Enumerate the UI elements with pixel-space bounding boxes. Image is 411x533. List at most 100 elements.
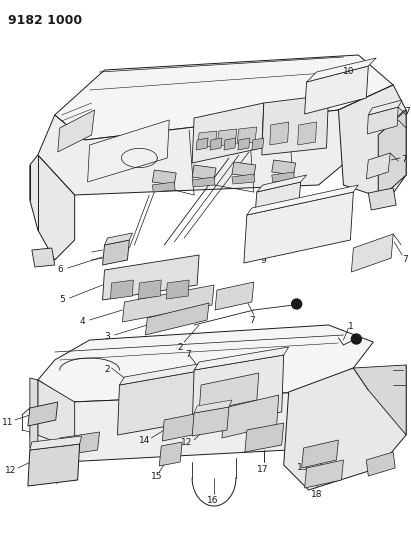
Polygon shape bbox=[194, 400, 232, 413]
Polygon shape bbox=[244, 192, 353, 263]
Polygon shape bbox=[102, 255, 199, 300]
Text: 7: 7 bbox=[404, 107, 410, 116]
Text: 12: 12 bbox=[181, 438, 192, 447]
Polygon shape bbox=[58, 110, 95, 152]
Polygon shape bbox=[338, 85, 406, 200]
Text: 3: 3 bbox=[104, 332, 110, 341]
Polygon shape bbox=[284, 365, 406, 490]
Text: 2: 2 bbox=[177, 343, 183, 352]
Circle shape bbox=[351, 334, 361, 344]
Polygon shape bbox=[166, 280, 189, 299]
Polygon shape bbox=[58, 432, 99, 456]
Polygon shape bbox=[257, 175, 307, 192]
Polygon shape bbox=[38, 380, 75, 450]
Polygon shape bbox=[28, 444, 80, 486]
Polygon shape bbox=[145, 303, 209, 335]
Polygon shape bbox=[270, 122, 289, 145]
Polygon shape bbox=[122, 285, 214, 322]
Polygon shape bbox=[262, 95, 328, 155]
Polygon shape bbox=[38, 325, 373, 402]
Polygon shape bbox=[30, 368, 353, 462]
Polygon shape bbox=[139, 280, 161, 299]
Polygon shape bbox=[367, 107, 398, 134]
Text: 2: 2 bbox=[104, 365, 110, 374]
Polygon shape bbox=[255, 182, 300, 218]
Polygon shape bbox=[272, 172, 295, 182]
Polygon shape bbox=[305, 66, 368, 114]
Polygon shape bbox=[217, 129, 237, 146]
Polygon shape bbox=[120, 362, 209, 385]
Text: 6: 6 bbox=[58, 265, 63, 274]
Text: 15: 15 bbox=[151, 472, 163, 481]
Polygon shape bbox=[272, 160, 296, 175]
Polygon shape bbox=[368, 100, 402, 115]
Polygon shape bbox=[351, 234, 393, 272]
Polygon shape bbox=[30, 436, 82, 450]
Text: 10: 10 bbox=[344, 67, 355, 76]
Text: 7: 7 bbox=[402, 255, 408, 264]
Polygon shape bbox=[222, 395, 279, 438]
Polygon shape bbox=[353, 365, 406, 435]
Polygon shape bbox=[196, 138, 208, 150]
Polygon shape bbox=[32, 248, 55, 267]
Polygon shape bbox=[152, 170, 176, 185]
Polygon shape bbox=[192, 165, 216, 180]
Polygon shape bbox=[307, 58, 376, 82]
Polygon shape bbox=[210, 138, 222, 150]
Polygon shape bbox=[102, 240, 129, 265]
Polygon shape bbox=[55, 55, 393, 140]
Polygon shape bbox=[192, 103, 264, 163]
Polygon shape bbox=[199, 373, 259, 412]
Polygon shape bbox=[247, 185, 358, 215]
Polygon shape bbox=[28, 402, 58, 426]
Text: 7: 7 bbox=[185, 350, 191, 359]
Polygon shape bbox=[104, 233, 132, 245]
Polygon shape bbox=[224, 138, 236, 150]
Text: 9182 1000: 9182 1000 bbox=[8, 14, 82, 27]
Polygon shape bbox=[32, 448, 57, 472]
Text: 1: 1 bbox=[349, 322, 354, 331]
Polygon shape bbox=[194, 347, 289, 370]
Polygon shape bbox=[118, 370, 204, 435]
Polygon shape bbox=[238, 138, 250, 150]
Text: 9: 9 bbox=[261, 256, 267, 265]
Polygon shape bbox=[38, 85, 393, 195]
Polygon shape bbox=[30, 378, 38, 450]
Polygon shape bbox=[245, 423, 284, 452]
Polygon shape bbox=[232, 174, 255, 184]
Text: 11: 11 bbox=[2, 418, 14, 427]
Text: 14: 14 bbox=[139, 436, 151, 445]
Text: 8: 8 bbox=[261, 223, 267, 232]
Polygon shape bbox=[298, 122, 316, 145]
Polygon shape bbox=[302, 440, 338, 468]
Polygon shape bbox=[237, 127, 257, 144]
Polygon shape bbox=[111, 280, 134, 299]
Text: 13: 13 bbox=[40, 448, 51, 457]
Polygon shape bbox=[197, 131, 217, 148]
Polygon shape bbox=[305, 460, 344, 488]
Polygon shape bbox=[152, 182, 175, 192]
Polygon shape bbox=[232, 162, 256, 177]
Polygon shape bbox=[192, 407, 229, 436]
Text: 18: 18 bbox=[311, 490, 322, 499]
Polygon shape bbox=[30, 155, 75, 260]
Polygon shape bbox=[366, 452, 395, 476]
Polygon shape bbox=[192, 177, 215, 187]
Polygon shape bbox=[366, 153, 390, 179]
Polygon shape bbox=[252, 138, 264, 150]
Text: 4: 4 bbox=[80, 317, 85, 326]
Polygon shape bbox=[162, 413, 199, 441]
Polygon shape bbox=[192, 355, 284, 427]
Text: 7: 7 bbox=[249, 316, 254, 325]
Polygon shape bbox=[378, 110, 406, 200]
Text: 16: 16 bbox=[207, 496, 219, 505]
Text: 13: 13 bbox=[297, 463, 308, 472]
Polygon shape bbox=[88, 120, 169, 182]
Text: 17: 17 bbox=[257, 465, 268, 474]
Text: 5: 5 bbox=[60, 295, 65, 304]
Text: 12: 12 bbox=[5, 466, 16, 475]
Polygon shape bbox=[368, 188, 396, 210]
Polygon shape bbox=[159, 442, 182, 466]
Text: 7: 7 bbox=[401, 155, 407, 164]
Circle shape bbox=[292, 299, 302, 309]
